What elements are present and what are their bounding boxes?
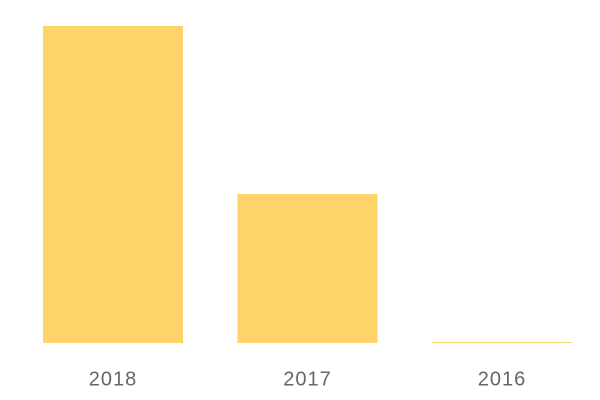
bar	[43, 26, 183, 343]
x-tick-label: 2017	[283, 368, 332, 390]
bar	[237, 194, 378, 343]
x-tick-label: 2018	[89, 368, 138, 390]
x-tick-label: 2016	[478, 368, 527, 390]
bar	[432, 342, 572, 343]
